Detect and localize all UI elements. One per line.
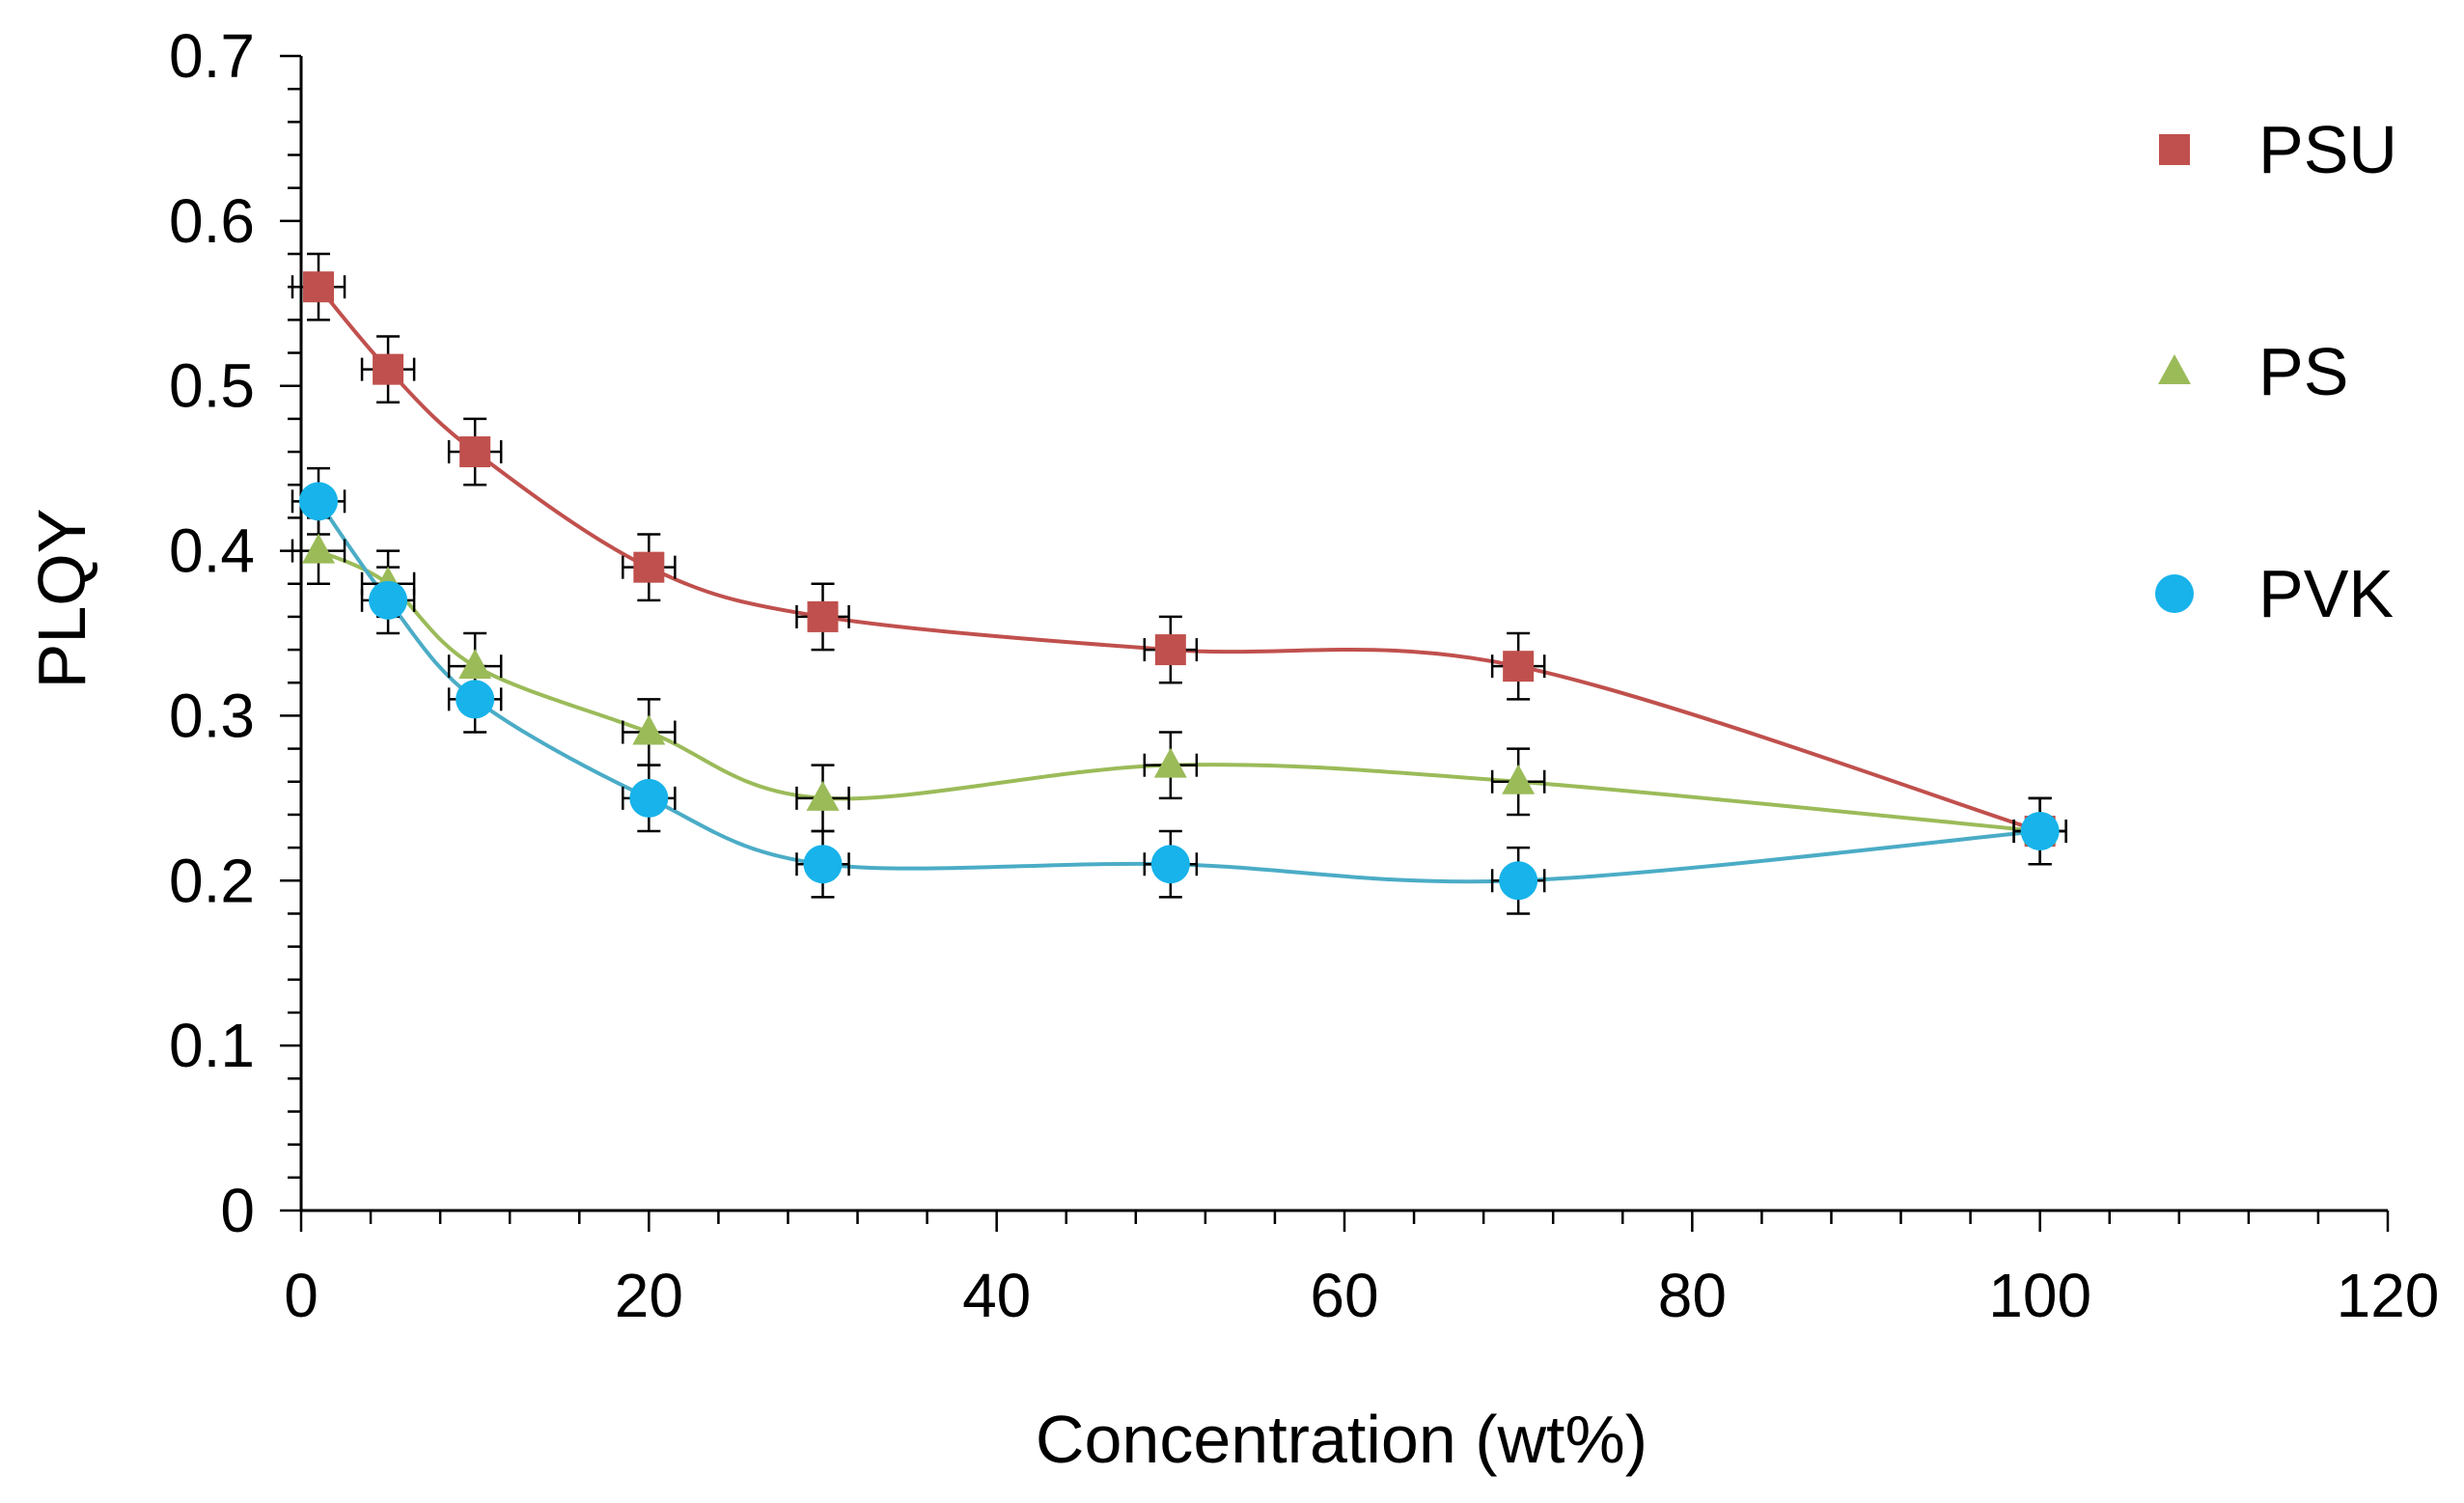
x-tick-label: 120: [2337, 1261, 2440, 1330]
data-point-pvk: [629, 778, 669, 818]
legend-label-ps: PS: [2258, 334, 2348, 409]
y-tick-label: 0.4: [169, 516, 255, 586]
data-point-ps: [302, 533, 336, 564]
markers-layer: [299, 271, 2060, 901]
data-point-psu: [807, 600, 839, 632]
x-tick-label: 60: [1310, 1261, 1378, 1330]
data-point-pvk: [1499, 861, 1538, 901]
legend-label-pvk: PVK: [2258, 556, 2394, 631]
data-point-ps: [1153, 747, 1187, 778]
x-tick-label: 0: [284, 1261, 318, 1330]
x-tick-label: 80: [1658, 1261, 1727, 1330]
data-point-pvk: [299, 482, 339, 521]
y-tick-label: 0.2: [169, 846, 255, 915]
data-point-pvk: [369, 580, 408, 620]
data-point-pvk: [803, 845, 843, 884]
data-point-pvk: [456, 680, 495, 719]
data-point-ps: [1502, 764, 1536, 794]
y-tick-label: 0: [220, 1176, 255, 1245]
y-tick-label: 0.7: [169, 21, 255, 91]
series-lines-layer: [317, 285, 2041, 884]
x-tick-label: 40: [962, 1261, 1031, 1330]
x-tick-label: 100: [1988, 1261, 2091, 1330]
data-point-ps: [632, 714, 666, 745]
data-point-psu: [303, 271, 335, 303]
data-point-pvk: [2020, 812, 2060, 851]
series-line-pvk: [317, 500, 2040, 884]
series-line-psu: [317, 285, 2041, 833]
data-point-ps: [806, 780, 840, 811]
data-point-psu: [1503, 651, 1535, 682]
error-bars-layer: [291, 252, 2067, 915]
y-tick-label: 0.3: [169, 681, 255, 750]
data-point-ps: [458, 649, 492, 680]
data-point-pvk: [1150, 845, 1190, 884]
data-point-psu: [459, 436, 491, 468]
legend-marker-ps: [2158, 354, 2191, 384]
legend-marker-pvk: [2155, 574, 2194, 613]
data-point-psu: [1154, 634, 1186, 666]
x-tick-label: 20: [615, 1261, 683, 1330]
data-point-psu: [373, 353, 404, 385]
legend: PSU PS PVK: [2155, 112, 2397, 631]
y-tick-label: 0.5: [169, 351, 255, 421]
y-tick-label: 0.1: [169, 1011, 255, 1080]
axes-layer: 0 0.1 0.2 0.3 0.4 0.5 0.6 0.7 0 20 40 60 80 100 120: [169, 21, 2439, 1330]
y-tick-label: 0.6: [169, 186, 255, 256]
labels-layer: Concentration (wt%) PLQY: [24, 509, 1647, 1477]
data-point-psu: [633, 551, 665, 583]
y-axis-title: PLQY: [24, 509, 99, 689]
series-line-ps: [318, 548, 2040, 834]
legend-marker-psu: [2159, 134, 2190, 165]
legend-label-psu: PSU: [2258, 112, 2397, 187]
x-axis-title: Concentration (wt%): [1036, 1402, 1647, 1477]
